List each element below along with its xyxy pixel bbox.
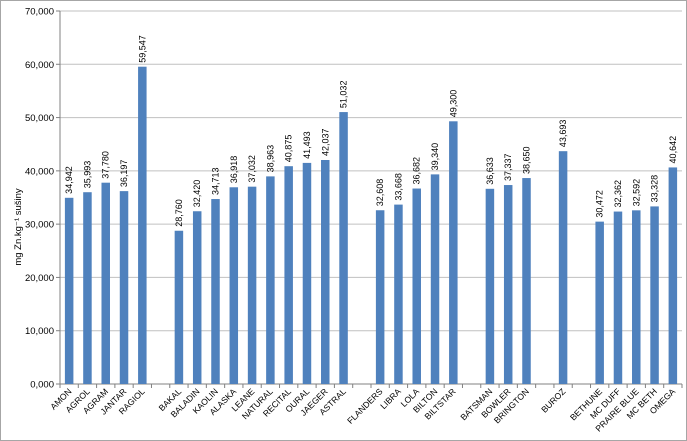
bar (266, 176, 275, 384)
bar (632, 210, 641, 384)
data-label: 37,780 (101, 151, 111, 179)
data-label: 37,337 (503, 154, 513, 182)
data-label: 34,942 (64, 166, 74, 194)
data-label: 34,713 (211, 167, 221, 195)
y-tick-label: 30,000 (25, 220, 54, 231)
y-tick-label: 70,000 (25, 7, 54, 18)
data-label: 32,592 (631, 179, 641, 207)
bar (192, 211, 202, 384)
data-label: 38,963 (265, 145, 275, 173)
bar (119, 191, 129, 384)
data-label: 43,693 (558, 120, 568, 148)
y-tick-label: 60,000 (25, 60, 54, 71)
bar (101, 182, 110, 384)
gridlines (60, 10, 682, 332)
bar (211, 199, 220, 384)
bar (668, 167, 678, 384)
bar (430, 174, 440, 384)
data-labels: 34,942 35,993 37,780 36,197 59,547 28,760 32,4… (64, 35, 678, 227)
data-label: 36,682 (412, 157, 422, 185)
bar (503, 185, 513, 384)
bar (412, 188, 421, 384)
data-label: 37,032 (247, 155, 257, 183)
bar (64, 197, 74, 384)
data-label: 32,420 (192, 180, 202, 208)
data-label: 40,875 (284, 135, 294, 163)
data-label: 59,547 (137, 35, 147, 63)
y-tick-label: 20,000 (25, 273, 54, 284)
data-label: 30,472 (595, 190, 605, 218)
x-category-label: FLANDERS (345, 386, 385, 426)
bar (375, 210, 385, 384)
data-label: 40,642 (668, 136, 678, 164)
data-label: 49,300 (448, 90, 458, 118)
bar (138, 66, 147, 384)
y-tick-label: 50,000 (25, 113, 54, 124)
x-category-label: BUROZ (539, 386, 567, 414)
y-axis-title: mg Zn.kg⁻¹ sušiny (13, 188, 24, 266)
data-label: 33,328 (650, 175, 660, 203)
axes (56, 10, 683, 388)
bar (302, 162, 312, 384)
bar (339, 112, 348, 385)
bar (558, 151, 568, 384)
data-label: 42,037 (320, 128, 330, 156)
y-tick-label: 0,000 (30, 380, 54, 391)
bar (394, 204, 403, 384)
data-label: 36,918 (229, 156, 239, 184)
y-tick-label: 10,000 (25, 326, 54, 337)
data-label: 41,493 (302, 131, 312, 159)
data-label: 28,760 (174, 199, 184, 227)
y-tick-label: 40,000 (25, 166, 54, 177)
bar (613, 211, 623, 384)
y-tick-labels: 0,000 10,000 20,000 30,000 40,000 50,000 60,00… (25, 7, 54, 391)
bars (64, 66, 678, 385)
bar (83, 192, 92, 384)
bar (449, 121, 458, 385)
bar (595, 221, 604, 384)
data-label: 36,197 (119, 160, 129, 188)
data-label: 33,668 (393, 173, 403, 201)
data-label: 38,650 (522, 147, 532, 175)
bar (522, 178, 531, 384)
bar (247, 186, 257, 384)
data-label: 51,032 (339, 81, 349, 109)
data-label: 32,608 (375, 179, 385, 207)
data-label: 36,633 (485, 157, 495, 185)
x-category-label: LIBRA (378, 386, 403, 411)
data-label: 32,362 (613, 180, 623, 208)
bar (321, 160, 330, 384)
bar (485, 188, 495, 384)
data-label: 35,993 (82, 161, 92, 189)
bar (174, 230, 184, 384)
bar (650, 206, 659, 384)
data-label: 39,340 (430, 143, 440, 171)
bar (229, 187, 239, 384)
bar (284, 166, 293, 384)
